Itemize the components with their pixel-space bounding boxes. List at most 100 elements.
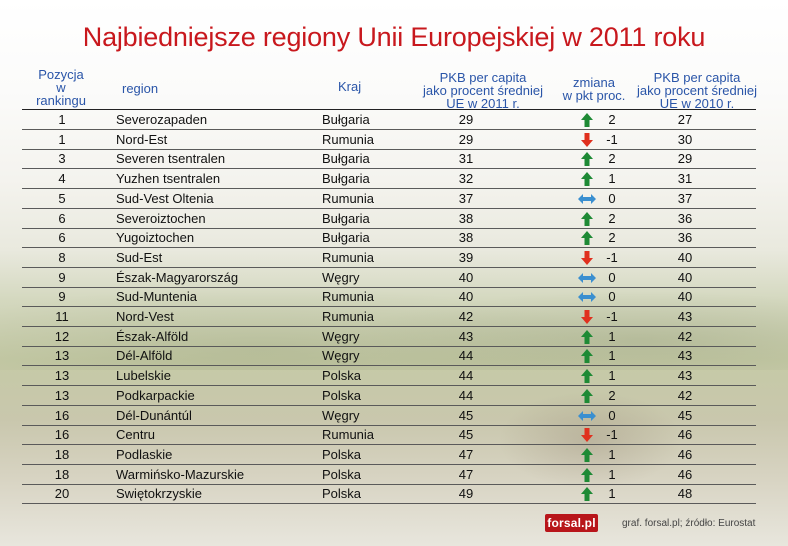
table-row: 9 Sud-Muntenia Rumunia 40 0 40	[22, 287, 756, 308]
gdp2010-cell: 40	[677, 289, 693, 305]
region-cell: Sud-Vest Oltenia	[116, 190, 214, 206]
table-row: 1 Severozapaden Bułgaria 29 2 27	[22, 110, 756, 130]
change-cell: 2	[608, 210, 616, 226]
header-rank-line-2: w	[56, 80, 66, 95]
header-region: region	[122, 81, 159, 96]
rank-cell: 13	[54, 387, 70, 403]
change-cell: 1	[608, 328, 616, 344]
header-gdp2011: PKB per capita jako procent średniej UE …	[408, 71, 558, 110]
gdp2011-cell: 29	[458, 112, 474, 127]
table-row: 4 Yuzhen tsentralen Bułgaria 32 1 31	[22, 169, 756, 190]
header-gdp2010-line-1: PKB per capita	[653, 70, 741, 85]
header-divider	[22, 109, 756, 110]
arrow-up-icon	[578, 329, 596, 345]
region-cell: Warmińsko-Mazurskie	[116, 466, 245, 482]
region-cell: Észak-Magyarország	[116, 269, 239, 285]
rank-cell: 9	[58, 269, 66, 285]
rank-cell: 8	[58, 249, 66, 265]
gdp2010-cell: 43	[677, 309, 693, 324]
gdp2010-cell: 46	[677, 446, 693, 462]
change-cell: 1	[608, 486, 616, 502]
gdp2011-cell: 40	[458, 289, 474, 305]
region-cell: Severozapaden	[116, 112, 208, 127]
rank-cell: 18	[54, 446, 70, 462]
arrow-up-icon	[578, 467, 596, 483]
arrow-up-icon	[578, 388, 596, 404]
header-gdp2011-line-1: PKB per capita	[439, 70, 527, 85]
country-cell: Bułgaria	[322, 230, 370, 246]
gdp2010-cell: 43	[677, 368, 693, 384]
change-cell: 1	[608, 348, 616, 364]
gdp2010-cell: 42	[677, 387, 693, 403]
arrow-up-icon	[578, 486, 596, 502]
gdp2011-cell: 42	[458, 309, 474, 324]
gdp2011-cell: 39	[458, 249, 474, 265]
rank-cell: 4	[58, 171, 66, 187]
table-row: 18 Warmińsko-Mazurskie Polska 47 1 46	[22, 465, 756, 485]
region-cell: Nord-Vest	[116, 309, 174, 324]
gdp2011-cell: 49	[458, 486, 474, 502]
rank-cell: 1	[58, 112, 66, 127]
table-row: 11 Nord-Vest Rumunia 42 -1 43	[22, 307, 756, 327]
region-cell: Lubelskie	[116, 368, 171, 384]
table-row: 16 Dél-Dunántúl Węgry 45 0 45	[22, 406, 756, 426]
rank-cell: 16	[54, 407, 70, 423]
arrow-up-icon	[578, 171, 596, 187]
rank-cell: 13	[54, 368, 70, 384]
country-cell: Bułgaria	[322, 151, 370, 167]
table-row: 6 Yugoiztochen Bułgaria 38 2 36	[22, 228, 756, 249]
gdp2011-cell: 45	[458, 427, 474, 443]
region-cell: Centru	[116, 427, 156, 443]
country-cell: Polska	[322, 446, 362, 462]
gdp2011-cell: 29	[458, 131, 474, 147]
header-gdp2010: PKB per capita jako procent średniej UE …	[622, 71, 772, 110]
header-rank-line-3: rankingu	[36, 93, 86, 108]
gdp2010-cell: 30	[677, 131, 693, 147]
gdp2011-cell: 44	[458, 348, 474, 364]
arrow-left-right-icon	[578, 191, 596, 207]
region-cell: Severen tsentralen	[116, 151, 226, 167]
region-cell: Észak-Alföld	[116, 328, 189, 344]
country-cell: Rumunia	[322, 427, 375, 443]
gdp2011-cell: 37	[458, 190, 474, 206]
country-cell: Polska	[322, 387, 362, 403]
arrow-up-icon	[578, 368, 596, 384]
region-cell: Nord-Est	[116, 131, 168, 147]
region-cell: Dél-Dunántúl	[116, 407, 192, 423]
region-cell: Swiętokrzyskie	[116, 486, 202, 502]
rank-cell: 9	[58, 289, 66, 305]
gdp2011-cell: 31	[458, 151, 474, 167]
arrow-up-icon	[578, 348, 596, 364]
change-cell: 0	[608, 289, 616, 305]
header-gdp2010-line-2: jako procent średniej	[637, 83, 757, 98]
country-cell: Węgry	[322, 348, 360, 364]
header-country: Kraj	[338, 79, 362, 94]
country-cell: Rumunia	[322, 289, 375, 305]
arrow-left-right-icon	[578, 408, 596, 424]
table-row: 16 Centru Rumunia 45 -1 46	[22, 425, 756, 446]
gdp2010-cell: 46	[677, 466, 693, 482]
region-cell: Severoiztochen	[116, 210, 206, 226]
change-cell: 0	[608, 190, 616, 206]
country-cell: Bułgaria	[322, 171, 370, 187]
country-cell: Rumunia	[322, 249, 375, 265]
header-change-line-1: zmiana	[573, 75, 615, 90]
rank-cell: 3	[58, 151, 66, 167]
background-shed	[455, 360, 725, 510]
arrow-down-icon	[578, 309, 596, 325]
region-cell: Yuzhen tsentralen	[116, 171, 221, 187]
header-change-line-2: w pkt proc.	[562, 88, 626, 103]
change-cell: 0	[608, 269, 616, 285]
change-cell: 1	[608, 446, 616, 462]
change-cell: 1	[608, 368, 616, 384]
gdp2010-cell: 45	[677, 407, 693, 423]
gdp2011-cell: 44	[458, 368, 474, 384]
table-row: 1 Nord-Est Rumunia 29 -1 30	[22, 130, 756, 150]
header-gdp2010-line-3: UE w 2010 r.	[659, 96, 735, 111]
region-cell: Podlaskie	[116, 446, 173, 462]
gdp2010-cell: 48	[677, 486, 693, 502]
header-gdp2011-line-3: UE w 2011 r.	[446, 96, 520, 111]
arrow-down-icon	[578, 132, 596, 148]
forsal-logo: forsal.pl	[545, 514, 598, 532]
country-cell: Bułgaria	[322, 112, 370, 127]
